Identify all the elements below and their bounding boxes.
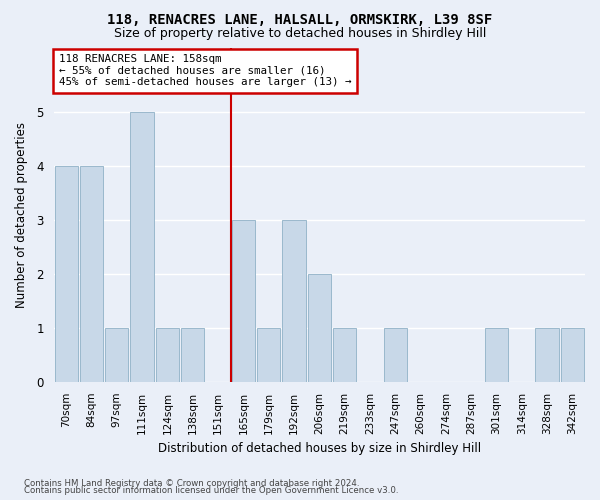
X-axis label: Distribution of detached houses by size in Shirdley Hill: Distribution of detached houses by size … [158, 442, 481, 455]
Bar [130, 112, 154, 382]
Bar [105, 328, 128, 382]
Bar [333, 328, 356, 382]
Text: 118 RENACRES LANE: 158sqm
← 55% of detached houses are smaller (16)
45% of semi-: 118 RENACRES LANE: 158sqm ← 55% of detac… [59, 54, 352, 88]
Y-axis label: Number of detached properties: Number of detached properties [15, 122, 28, 308]
Bar [308, 274, 331, 382]
Bar [232, 220, 255, 382]
Bar [80, 166, 103, 382]
Bar [485, 328, 508, 382]
Bar [181, 328, 205, 382]
Bar [283, 220, 305, 382]
Bar [156, 328, 179, 382]
Bar [535, 328, 559, 382]
Text: Contains HM Land Registry data © Crown copyright and database right 2024.: Contains HM Land Registry data © Crown c… [24, 478, 359, 488]
Text: Contains public sector information licensed under the Open Government Licence v3: Contains public sector information licen… [24, 486, 398, 495]
Text: 118, RENACRES LANE, HALSALL, ORMSKIRK, L39 8SF: 118, RENACRES LANE, HALSALL, ORMSKIRK, L… [107, 12, 493, 26]
Bar [257, 328, 280, 382]
Bar [383, 328, 407, 382]
Text: Size of property relative to detached houses in Shirdley Hill: Size of property relative to detached ho… [114, 28, 486, 40]
Bar [561, 328, 584, 382]
Bar [55, 166, 78, 382]
